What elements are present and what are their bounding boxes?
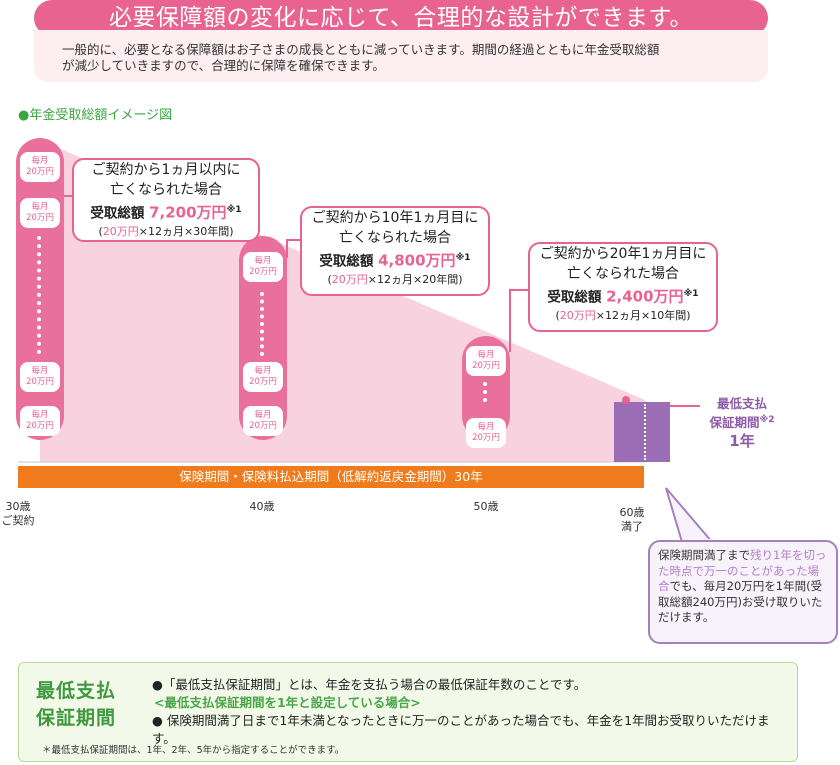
continuation-dots (260, 292, 268, 356)
note-pointer (665, 487, 715, 543)
callout-head: 亡くなられた場合 (567, 266, 679, 282)
monthly-coin: 毎月 20万円 (466, 346, 506, 376)
monthly-coin: 毎月 20万円 (466, 418, 506, 448)
callout-head: ご契約から1ヵ月以内に (91, 162, 241, 178)
callout-head: 亡くなられた場合 (339, 230, 451, 246)
min-period-label: 最低支払 保証期間※2 1年 (709, 396, 775, 451)
intro-text: 一般的に、必要となる保障額はお子さまの成長とともに減っていきます。期間の経過とと… (62, 42, 752, 74)
callout-total: 受取総額 4,800万円※1 (319, 251, 471, 270)
callout-sub: (20万円×12ヵ月×10年間) (555, 308, 691, 322)
monthly-coin: 毎月 20万円 (243, 406, 283, 436)
continuation-dots (37, 236, 45, 354)
callout-sub: (20万円×12ヵ月×30年間) (98, 224, 234, 238)
callout-head: ご契約から20年1ヵ月目に (539, 246, 707, 262)
section-label: ●年金受取総額イメージ図 (18, 108, 173, 123)
callout-connectors (64, 195, 700, 407)
monthly-coin: 毎月 20万円 (20, 362, 60, 392)
callout-30: ご契約から1ヵ月以内に 亡くなられた場合 受取総額 7,200万円※1 (20万… (72, 158, 260, 242)
callout-head: ご契約から10年1ヵ月目に (311, 210, 479, 226)
definition-line-2: <最低支払保証期間を1年と設定している場合> (154, 695, 421, 710)
monthly-coin: 毎月 20万円 (20, 152, 60, 182)
intro-line-2: が減少していきますので、合理的に保障を確保できます。 (62, 58, 385, 73)
monthly-coin: 毎月 20万円 (243, 252, 283, 282)
triangle-end-dot (622, 396, 630, 404)
callout-total: 受取総額 7,200万円※1 (90, 203, 242, 222)
callout-head: 亡くなられた場合 (110, 182, 222, 198)
min-guarantee-note: 保険期間満了まで残り1年を切った時点で万一のことがあった場合でも、毎月20万円を… (648, 540, 838, 644)
intro-box (34, 30, 768, 82)
definition-heading: 最低支払 保証期間 (36, 680, 117, 729)
age-label-30: 30歳 ご契約 (1, 500, 35, 527)
monthly-coin: 毎月 20万円 (20, 406, 60, 436)
callout-40: ご契約から10年1ヵ月目に 亡くなられた場合 受取総額 4,800万円※1 (2… (300, 206, 490, 296)
monthly-coin: 毎月 20万円 (243, 362, 283, 392)
callout-total: 受取総額 2,400万円※1 (547, 287, 699, 306)
premium-period-bar: 保険期間・保険料払込期間（低解約返戻金期間）30年 (18, 466, 644, 488)
age-label-60: 60歳 満了 (619, 506, 645, 533)
callout-sub: (20万円×12ヵ月×20年間) (327, 272, 463, 286)
definition-box (18, 662, 798, 762)
min-guarantee-divider (644, 404, 646, 460)
monthly-coin: 毎月 20万円 (20, 198, 60, 228)
definition-text: ●「最低支払保証期間」とは、年金を支払う場合の最低保証年数のことです。 <最低支… (152, 676, 792, 748)
age-label-40: 40歳 (249, 500, 275, 513)
min-guarantee-block (614, 402, 670, 462)
intro-line-1: 一般的に、必要となる保障額はお子さまの成長とともに減っていきます。期間の経過とと… (62, 42, 660, 57)
age-label-50: 50歳 (473, 500, 499, 513)
callout-50: ご契約から20年1ヵ月目に 亡くなられた場合 受取総額 2,400万円※1 (2… (528, 242, 718, 332)
definition-line-1: ●「最低支払保証期間」とは、年金を支払う場合の最低保証年数のことです。 (152, 677, 587, 692)
continuation-dots (483, 382, 491, 402)
definition-footnote: ＊最低支払保証期間は、1年、2年、5年から指定することができます。 (42, 745, 345, 756)
definition-line-3: ● 保険期間満了日まで1年未満となったときに万一のことがあった場合でも、年金を1… (152, 713, 770, 746)
